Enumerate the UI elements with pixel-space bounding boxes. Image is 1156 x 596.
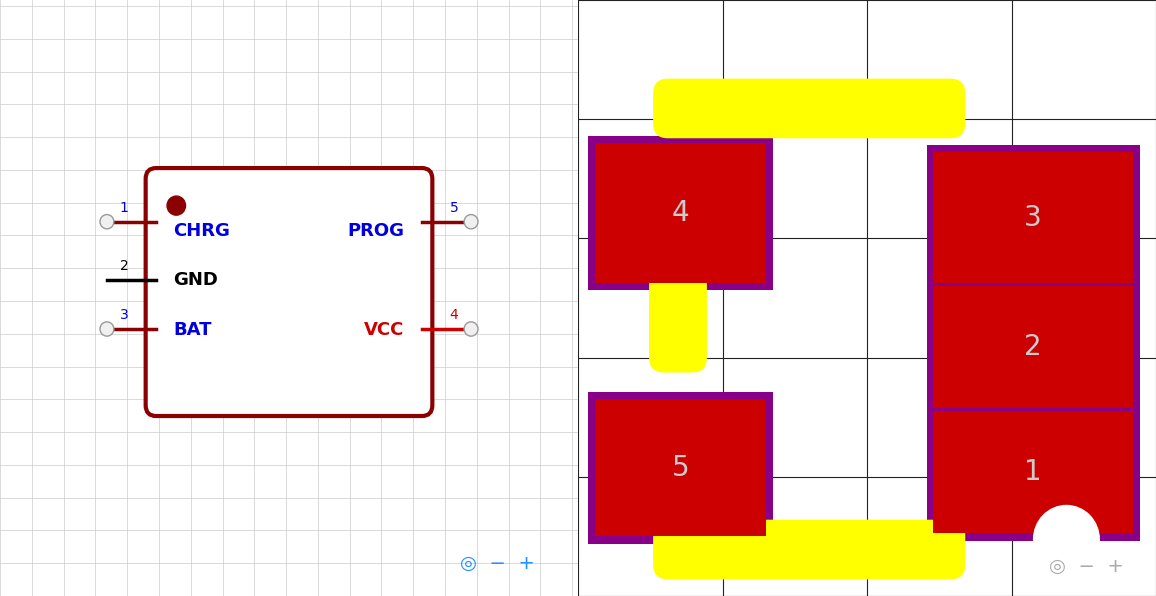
- Text: CHRG: CHRG: [173, 222, 230, 240]
- Bar: [588, 136, 773, 290]
- Circle shape: [465, 215, 479, 229]
- Circle shape: [465, 322, 479, 336]
- Text: 5: 5: [672, 454, 689, 482]
- Bar: [934, 152, 1133, 283]
- Text: ◎  −  +: ◎ − +: [460, 554, 534, 573]
- Text: BAT: BAT: [173, 321, 212, 339]
- Bar: [934, 411, 1133, 533]
- Bar: [927, 279, 1140, 415]
- FancyBboxPatch shape: [650, 247, 707, 372]
- FancyBboxPatch shape: [146, 168, 432, 416]
- Bar: [927, 404, 1140, 541]
- Text: 2: 2: [120, 259, 128, 273]
- Circle shape: [1033, 505, 1099, 574]
- Text: 1: 1: [120, 201, 128, 215]
- Bar: [588, 392, 773, 544]
- Text: 1: 1: [1024, 458, 1042, 486]
- Bar: [595, 399, 766, 536]
- Circle shape: [101, 322, 113, 336]
- FancyBboxPatch shape: [653, 520, 965, 579]
- Text: PROG: PROG: [348, 222, 405, 240]
- Text: 2: 2: [1024, 333, 1042, 361]
- Text: 3: 3: [1024, 204, 1042, 231]
- Text: ◎  −  +: ◎ − +: [1050, 557, 1124, 576]
- Text: 5: 5: [450, 201, 458, 215]
- Circle shape: [101, 215, 113, 229]
- FancyBboxPatch shape: [653, 79, 965, 138]
- Bar: [934, 286, 1133, 408]
- Bar: [595, 143, 766, 283]
- Text: GND: GND: [173, 271, 218, 289]
- Text: 3: 3: [120, 308, 128, 322]
- Circle shape: [168, 196, 185, 215]
- Text: VCC: VCC: [364, 321, 405, 339]
- Text: 4: 4: [450, 308, 458, 322]
- Text: 4: 4: [672, 199, 689, 227]
- Bar: [927, 145, 1140, 290]
